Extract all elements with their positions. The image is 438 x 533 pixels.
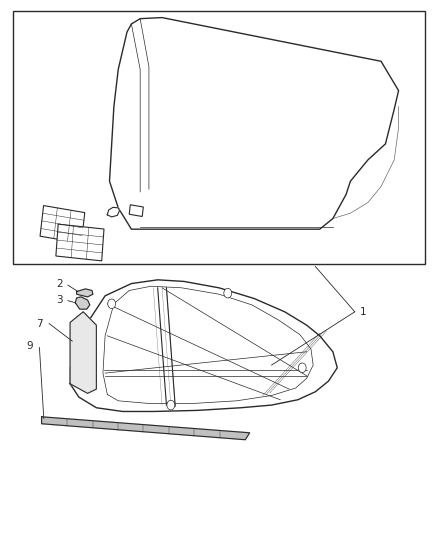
Text: 1: 1 [360,307,367,317]
Text: 9: 9 [26,342,33,351]
Polygon shape [70,312,96,393]
Polygon shape [110,18,399,229]
Circle shape [167,400,175,410]
Polygon shape [77,289,93,297]
Circle shape [108,299,116,309]
Bar [40,206,85,243]
Bar [56,224,104,261]
Polygon shape [107,207,120,217]
Text: 7: 7 [36,319,43,328]
Polygon shape [42,417,250,440]
Bar [13,11,425,264]
Circle shape [224,288,232,298]
Circle shape [298,363,306,373]
Polygon shape [75,297,90,309]
Bar [129,205,143,216]
Text: 2: 2 [56,279,63,289]
Text: 3: 3 [56,295,63,304]
Polygon shape [70,280,337,411]
